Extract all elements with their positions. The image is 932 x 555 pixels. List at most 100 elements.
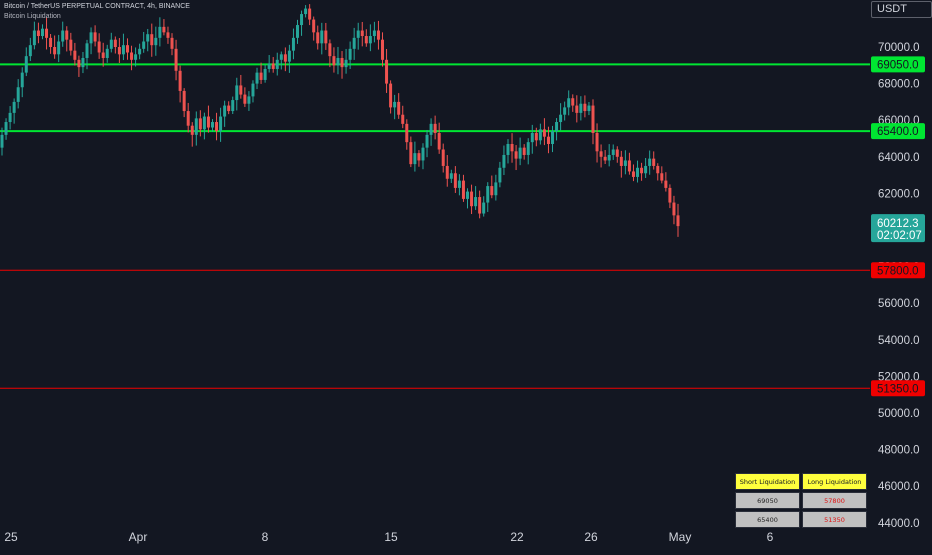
table-row: 69050 57800 — [735, 492, 867, 509]
candle-body — [40, 28, 44, 37]
candle-body — [494, 182, 498, 196]
candle — [312, 16, 316, 41]
candle — [190, 122, 194, 147]
candle-body — [627, 160, 631, 172]
candle — [85, 39, 89, 70]
candle-body — [603, 156, 607, 161]
candle — [130, 45, 134, 71]
candle — [158, 17, 162, 47]
candle — [291, 28, 295, 60]
candle-body — [664, 180, 668, 188]
candle — [267, 55, 271, 73]
candle — [336, 46, 340, 75]
candle — [146, 28, 150, 52]
candle — [644, 157, 648, 178]
candle-body — [538, 129, 542, 141]
candle-body — [421, 147, 425, 161]
candle — [640, 162, 644, 181]
candle-body — [587, 105, 591, 112]
candle — [73, 42, 77, 66]
candle-body — [461, 180, 465, 199]
candle — [648, 150, 652, 175]
candle — [668, 184, 672, 209]
candle — [154, 26, 158, 56]
candle — [295, 19, 299, 44]
candle-body — [93, 32, 97, 42]
candle-body — [316, 32, 320, 44]
candle — [522, 144, 526, 160]
candle-body — [478, 197, 482, 214]
candle-body — [206, 116, 210, 128]
candle-body — [170, 37, 174, 49]
candle — [332, 47, 336, 73]
candle-body — [295, 25, 299, 38]
candle-body — [636, 167, 640, 177]
candle-body — [530, 133, 534, 143]
level-price-badge — [871, 380, 925, 397]
candle — [348, 41, 352, 69]
last-price-label: 60212.3 — [877, 218, 919, 230]
candle — [381, 32, 385, 67]
candle — [587, 102, 591, 116]
candle-body — [142, 41, 146, 49]
candle-body — [271, 63, 275, 69]
candle-body — [332, 56, 336, 66]
table-row: 65400 51350 — [735, 511, 867, 528]
candle-body — [534, 133, 538, 141]
candle-body — [595, 133, 599, 152]
price-tick-label: 44000.0 — [878, 518, 920, 530]
candle — [433, 115, 437, 140]
candle-body — [0, 134, 4, 148]
candle — [453, 166, 457, 193]
candle-body — [154, 37, 158, 46]
candle — [502, 145, 506, 176]
candle-body — [555, 122, 559, 132]
candle-body — [546, 136, 550, 144]
candle — [470, 184, 474, 215]
candle-body — [291, 37, 295, 51]
price-tick-label: 46000.0 — [878, 481, 920, 493]
candle — [101, 42, 105, 67]
candle — [368, 24, 372, 52]
candle-body — [300, 14, 304, 26]
candle-body — [336, 57, 340, 66]
candle — [676, 203, 680, 237]
candle — [61, 21, 65, 47]
candle — [356, 22, 360, 50]
candle — [40, 24, 44, 40]
candle — [186, 102, 190, 133]
candle-body — [393, 101, 397, 108]
price-tick-label: 48000.0 — [878, 445, 920, 457]
time-tick-label: Apr — [129, 530, 148, 544]
candle — [401, 105, 405, 129]
candle — [615, 146, 619, 163]
candle — [174, 39, 178, 81]
candle — [328, 39, 332, 68]
candle — [518, 137, 522, 166]
candle — [466, 188, 470, 209]
candle-body — [49, 37, 53, 47]
candle-body — [53, 47, 57, 55]
price-tick-label: 70000.0 — [878, 42, 920, 54]
candle — [478, 190, 482, 219]
time-tick-label: 22 — [510, 530, 524, 544]
candle-body — [45, 28, 49, 38]
candle — [304, 5, 308, 18]
candle — [170, 33, 174, 56]
symbol-title[interactable]: Bitcoin / TetherUS PERPETUAL CONTRACT, 4… — [4, 3, 190, 10]
currency-selector[interactable]: USDT — [871, 1, 932, 18]
indicator-label[interactable]: Bitcoin Liquidation — [4, 13, 61, 20]
candle — [178, 65, 182, 103]
long-liquidation-value: 51350 — [802, 511, 867, 528]
candle-body — [138, 48, 142, 55]
time-tick-label: 25 — [4, 530, 18, 544]
candle — [393, 94, 397, 120]
candle-body — [85, 43, 89, 58]
candle — [579, 96, 583, 121]
candle — [150, 23, 154, 57]
candle-body — [344, 59, 348, 68]
candle — [53, 35, 57, 59]
candle-body — [640, 167, 644, 174]
